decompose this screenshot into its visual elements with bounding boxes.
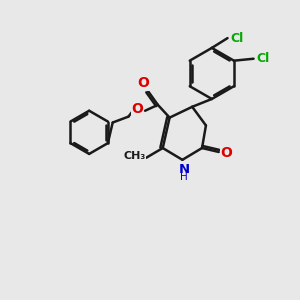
Text: H: H <box>181 172 188 182</box>
Text: O: O <box>137 76 149 90</box>
Text: N: N <box>179 163 190 176</box>
Text: Cl: Cl <box>257 52 270 65</box>
Text: O: O <box>220 146 232 160</box>
Text: Cl: Cl <box>231 32 244 45</box>
Text: CH₃: CH₃ <box>123 151 146 161</box>
Text: O: O <box>131 102 143 116</box>
